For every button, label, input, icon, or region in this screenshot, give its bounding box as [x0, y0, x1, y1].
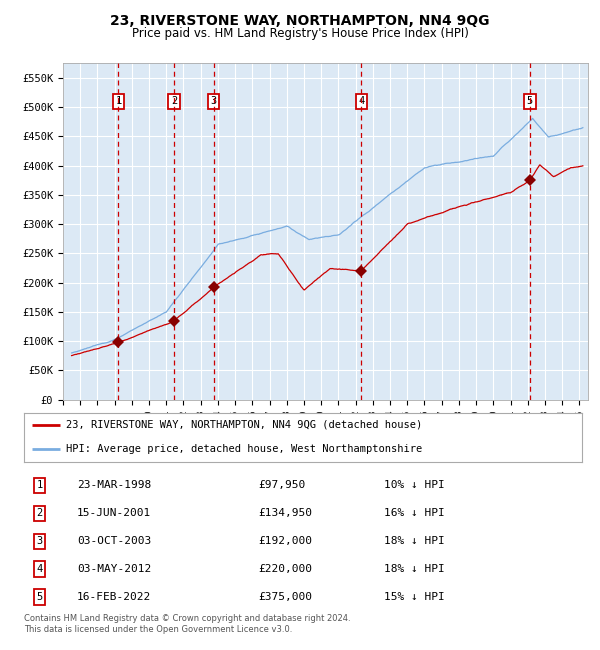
Text: 4: 4	[358, 96, 365, 106]
Text: £134,950: £134,950	[259, 508, 313, 518]
Text: 5: 5	[37, 592, 43, 602]
Text: £375,000: £375,000	[259, 592, 313, 602]
Text: 18% ↓ HPI: 18% ↓ HPI	[384, 564, 445, 574]
Text: 3: 3	[37, 536, 43, 546]
Text: 2: 2	[171, 96, 178, 106]
Text: 23-MAR-1998: 23-MAR-1998	[77, 480, 151, 490]
Text: 10% ↓ HPI: 10% ↓ HPI	[384, 480, 445, 490]
Text: 16-FEB-2022: 16-FEB-2022	[77, 592, 151, 602]
Text: 18% ↓ HPI: 18% ↓ HPI	[384, 536, 445, 546]
Text: 16% ↓ HPI: 16% ↓ HPI	[384, 508, 445, 518]
Text: 15-JUN-2001: 15-JUN-2001	[77, 508, 151, 518]
Text: £220,000: £220,000	[259, 564, 313, 574]
Text: HPI: Average price, detached house, West Northamptonshire: HPI: Average price, detached house, West…	[66, 445, 422, 454]
Text: Contains HM Land Registry data © Crown copyright and database right 2024.
This d: Contains HM Land Registry data © Crown c…	[24, 614, 350, 634]
Text: 1: 1	[115, 96, 122, 106]
Text: Price paid vs. HM Land Registry's House Price Index (HPI): Price paid vs. HM Land Registry's House …	[131, 27, 469, 40]
Text: 23, RIVERSTONE WAY, NORTHAMPTON, NN4 9QG (detached house): 23, RIVERSTONE WAY, NORTHAMPTON, NN4 9QG…	[66, 420, 422, 430]
Text: 1: 1	[37, 480, 43, 490]
Text: £97,950: £97,950	[259, 480, 305, 490]
Text: 03-MAY-2012: 03-MAY-2012	[77, 564, 151, 574]
Text: 3: 3	[211, 96, 217, 106]
Text: £192,000: £192,000	[259, 536, 313, 546]
Text: 4: 4	[37, 564, 43, 574]
Text: 23, RIVERSTONE WAY, NORTHAMPTON, NN4 9QG: 23, RIVERSTONE WAY, NORTHAMPTON, NN4 9QG	[110, 14, 490, 29]
Text: 15% ↓ HPI: 15% ↓ HPI	[384, 592, 445, 602]
Text: 5: 5	[527, 96, 533, 106]
Text: 03-OCT-2003: 03-OCT-2003	[77, 536, 151, 546]
Text: 2: 2	[37, 508, 43, 518]
